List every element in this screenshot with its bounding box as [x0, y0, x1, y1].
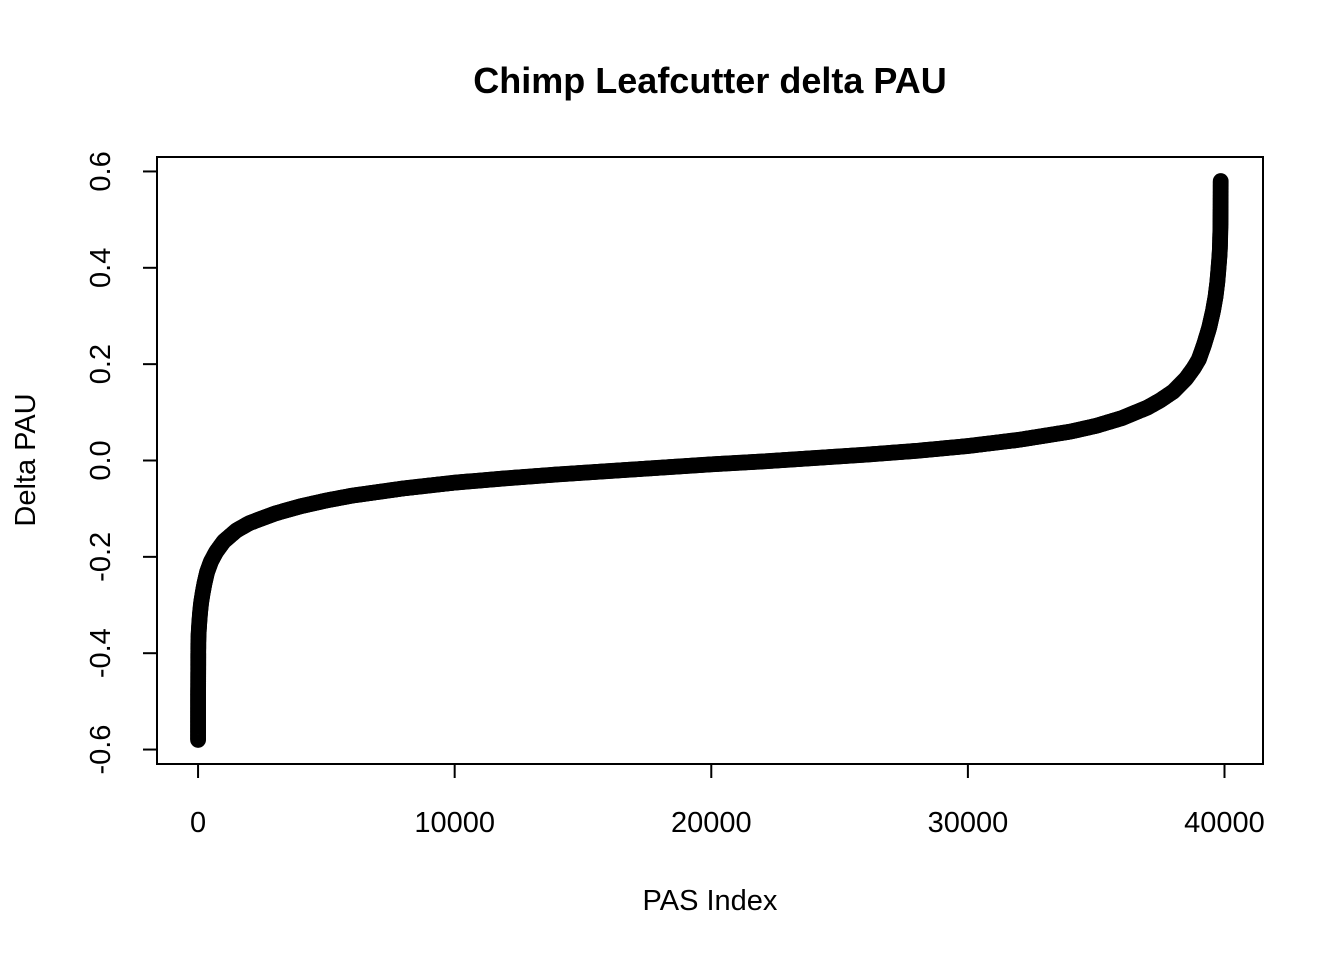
x-axis-label: PAS Index: [643, 885, 778, 917]
y-tick-label: 0.0: [85, 440, 117, 480]
x-tick-label: 10000: [414, 807, 495, 839]
x-tick-label: 0: [190, 807, 206, 839]
x-tick-label: 40000: [1184, 807, 1265, 839]
y-tick-label: 0.4: [85, 248, 117, 288]
y-tick-label: -0.2: [85, 532, 117, 582]
y-axis: -0.6 -0.4 -0.2 0.0 0.2 0.4 0.6: [85, 151, 157, 774]
y-tick-label: 0.2: [85, 344, 117, 384]
y-axis-label: Delta PAU: [10, 393, 42, 526]
y-tick-label: 0.6: [85, 151, 117, 191]
chart-title: Chimp Leafcutter delta PAU: [473, 60, 946, 101]
y-tick-label: -0.4: [85, 628, 117, 678]
x-tick-label: 30000: [928, 807, 1009, 839]
x-tick-label: 20000: [671, 807, 752, 839]
data-points: [191, 174, 1228, 747]
x-axis: 0 10000 20000 30000 40000: [190, 764, 1265, 839]
y-tick-label: -0.6: [85, 725, 117, 775]
